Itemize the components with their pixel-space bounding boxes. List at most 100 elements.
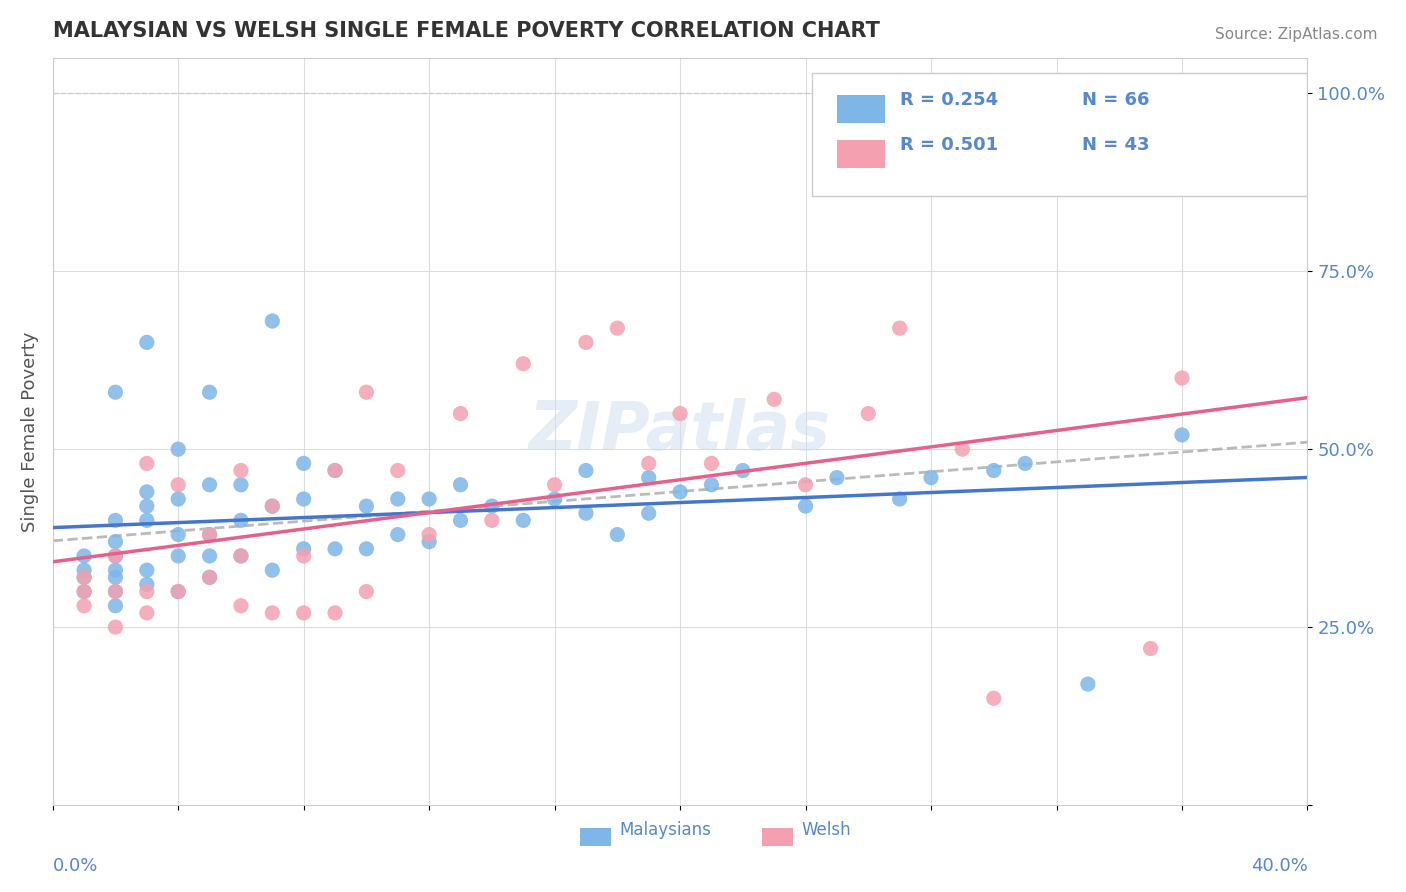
Point [575,506,598,520]
Point [229,549,252,563]
Point [167,442,190,457]
Point [418,534,440,549]
Point [950,442,973,457]
Point [356,541,378,556]
Point [889,491,911,506]
Point [637,506,659,520]
Point [731,463,754,477]
Point [104,549,127,563]
Text: 40.0%: 40.0% [1250,857,1308,875]
Text: Welsh: Welsh [801,821,852,839]
FancyBboxPatch shape [837,95,884,123]
Point [356,499,378,513]
Point [512,513,534,527]
Point [262,606,284,620]
Point [1171,371,1194,385]
Point [794,499,817,513]
Point [167,584,190,599]
Point [104,599,127,613]
Text: Malaysians: Malaysians [620,821,711,839]
Point [135,584,157,599]
Point [73,563,96,577]
Point [167,477,190,491]
Point [229,477,252,491]
Point [104,513,127,527]
Point [135,606,157,620]
FancyBboxPatch shape [837,140,884,169]
Point [198,527,221,541]
Point [198,477,221,491]
Point [198,549,221,563]
Text: N = 43: N = 43 [1081,136,1149,153]
Point [323,541,346,556]
Point [983,463,1005,477]
Point [575,335,598,350]
Point [135,335,157,350]
Point [198,570,221,584]
Point [450,407,472,421]
Point [575,463,598,477]
Point [700,457,723,471]
Point [387,463,409,477]
Point [606,321,628,335]
Point [700,477,723,491]
Point [418,527,440,541]
Point [356,584,378,599]
Point [104,549,127,563]
Point [73,599,96,613]
Point [135,457,157,471]
Point [794,477,817,491]
Point [229,599,252,613]
Point [356,385,378,400]
Point [292,457,315,471]
Point [73,584,96,599]
Text: R = 0.501: R = 0.501 [900,136,998,153]
Text: R = 0.254: R = 0.254 [900,91,998,109]
Point [418,491,440,506]
Point [167,527,190,541]
Point [858,407,880,421]
Point [543,491,565,506]
Point [104,584,127,599]
FancyBboxPatch shape [579,828,612,847]
Point [606,527,628,541]
Text: 0.0%: 0.0% [52,857,98,875]
FancyBboxPatch shape [811,72,1308,196]
Point [104,570,127,584]
Point [920,470,942,484]
Point [763,392,786,407]
Point [323,463,346,477]
Point [262,499,284,513]
Point [292,549,315,563]
Point [229,513,252,527]
Point [450,513,472,527]
Point [167,491,190,506]
Point [637,470,659,484]
Point [135,499,157,513]
Point [104,534,127,549]
Text: ZIPatlas: ZIPatlas [529,399,831,465]
FancyBboxPatch shape [762,828,793,847]
Point [262,499,284,513]
Point [637,457,659,471]
Point [1077,677,1099,691]
Point [323,463,346,477]
Text: N = 66: N = 66 [1081,91,1149,109]
Point [825,470,848,484]
Point [512,357,534,371]
Point [292,541,315,556]
Point [73,570,96,584]
Point [543,477,565,491]
Point [292,606,315,620]
Point [167,549,190,563]
Point [135,563,157,577]
Point [983,691,1005,706]
Point [104,584,127,599]
Point [167,584,190,599]
Point [669,484,692,499]
Point [229,549,252,563]
Point [73,584,96,599]
Point [135,484,157,499]
Point [229,463,252,477]
Text: Source: ZipAtlas.com: Source: ZipAtlas.com [1215,27,1378,42]
